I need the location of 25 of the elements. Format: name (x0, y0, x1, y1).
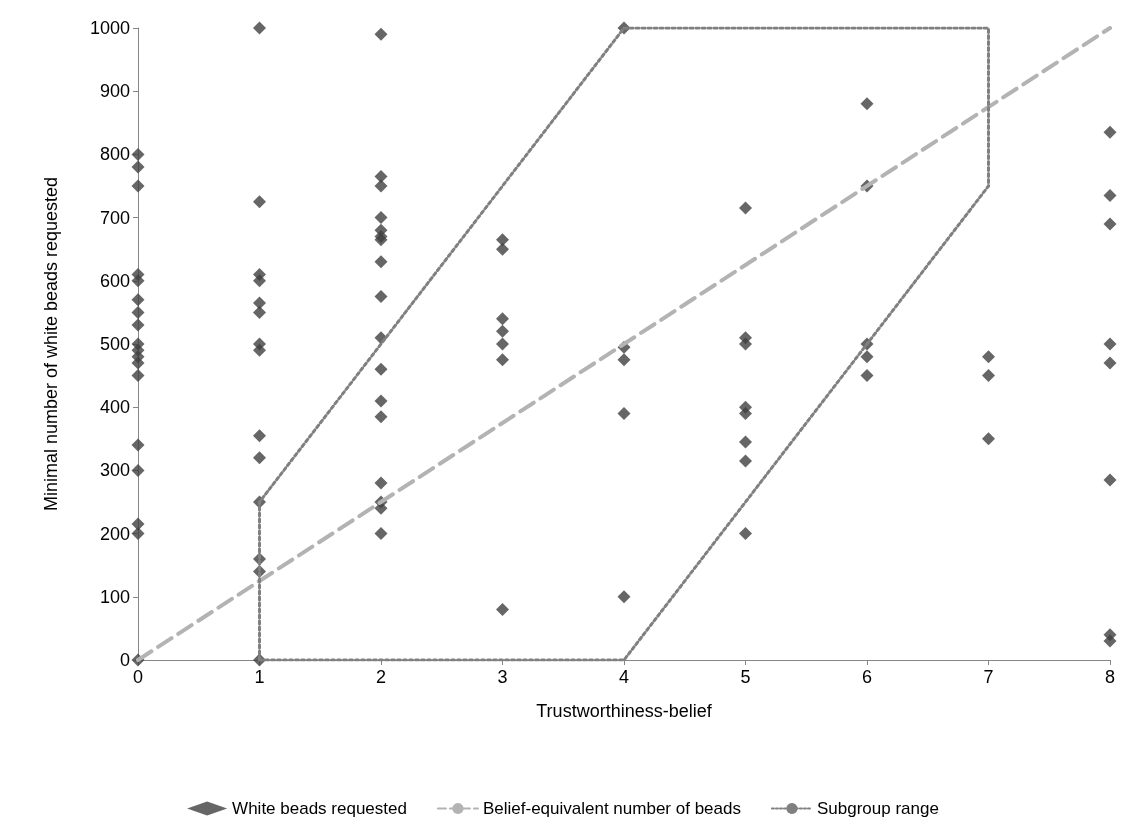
x-tick-label: 2 (375, 667, 387, 687)
x-tick-label: 6 (861, 667, 872, 687)
x-tick-label: 5 (740, 667, 751, 687)
y-tick-label: 500 (99, 334, 130, 354)
y-tick-label: 0 (119, 650, 130, 670)
legend-label: White beads requested (232, 799, 407, 818)
y-tick-label: 300 (99, 460, 130, 481)
y-tick-label: 200 (99, 523, 130, 544)
x-tick-label: 7 (983, 667, 994, 687)
y-tick-label: 900 (99, 81, 130, 102)
x-axis-title: Trustworthiness-belief (536, 701, 713, 721)
y-axis-title: Minimal number of white beads requested (41, 176, 61, 512)
x-tick-label: 3 (497, 667, 508, 687)
legend-label: Belief-equivalent number of beads (482, 799, 741, 818)
x-tick-label: 8 (1104, 667, 1115, 687)
x-tick-label: 1 (254, 667, 265, 687)
y-tick-label: 100 (99, 586, 130, 607)
y-tick-label: 1000 (89, 18, 130, 38)
legend-label: Subgroup range (816, 799, 939, 818)
y-tick-label: 600 (99, 270, 130, 291)
y-tick-label: 700 (99, 207, 130, 228)
x-tick-label: 4 (618, 667, 630, 687)
x-tick-label: 0 (132, 667, 144, 687)
y-tick-label: 800 (99, 144, 130, 165)
y-tick-label: 400 (99, 397, 130, 418)
